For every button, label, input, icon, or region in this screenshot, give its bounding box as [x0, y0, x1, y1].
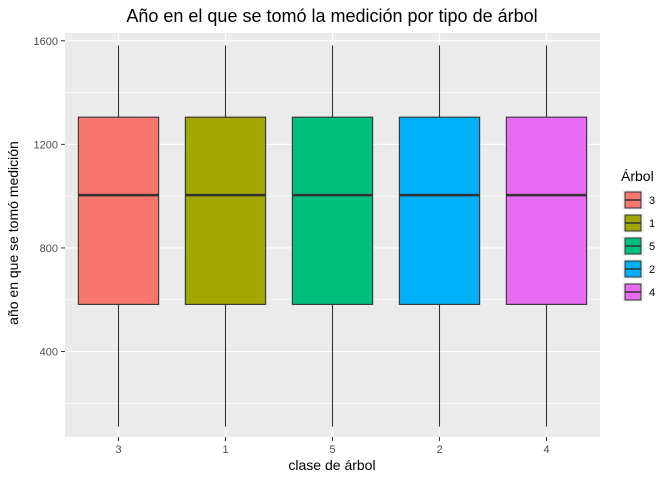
y-tick-label: 1200 [34, 139, 58, 151]
legend-label-5: 5 [649, 241, 655, 253]
legend-label-1: 1 [649, 218, 655, 230]
box-rect [505, 116, 588, 305]
y-tick-label: 1600 [34, 36, 58, 48]
x-tick-label: 3 [115, 444, 121, 456]
x-axis-title: clase de árbol [288, 457, 375, 473]
legend-title: Árbol [621, 168, 654, 184]
y-axis: 400 800 1200 1600 [34, 36, 65, 359]
legend-label-3: 3 [649, 195, 655, 207]
x-tick-label: 5 [329, 444, 335, 456]
x-axis: 3 1 5 2 4 [115, 437, 550, 456]
box-3 [77, 45, 160, 427]
x-tick-label: 4 [543, 444, 549, 456]
boxes-layer [77, 45, 588, 427]
legend-label-2: 2 [649, 264, 655, 276]
y-tick-label: 400 [40, 347, 58, 359]
box-2 [398, 45, 481, 427]
chart-title: Año en el que se tomó la medición por ti… [126, 6, 537, 26]
x-tick-label: 2 [436, 444, 442, 456]
box-4 [505, 45, 588, 427]
legend-label-4: 4 [649, 287, 655, 299]
y-axis-title: año en que se tomó medición [5, 141, 21, 325]
box-1 [184, 45, 267, 427]
box-rect [398, 116, 481, 305]
box-rect [291, 116, 374, 305]
y-tick-label: 800 [40, 243, 58, 255]
box-5 [291, 45, 374, 427]
box-rect [77, 116, 160, 305]
box-rect [184, 116, 267, 305]
legend: Árbol 3 1 5 2 4 [621, 168, 655, 302]
x-tick-label: 1 [222, 444, 228, 456]
